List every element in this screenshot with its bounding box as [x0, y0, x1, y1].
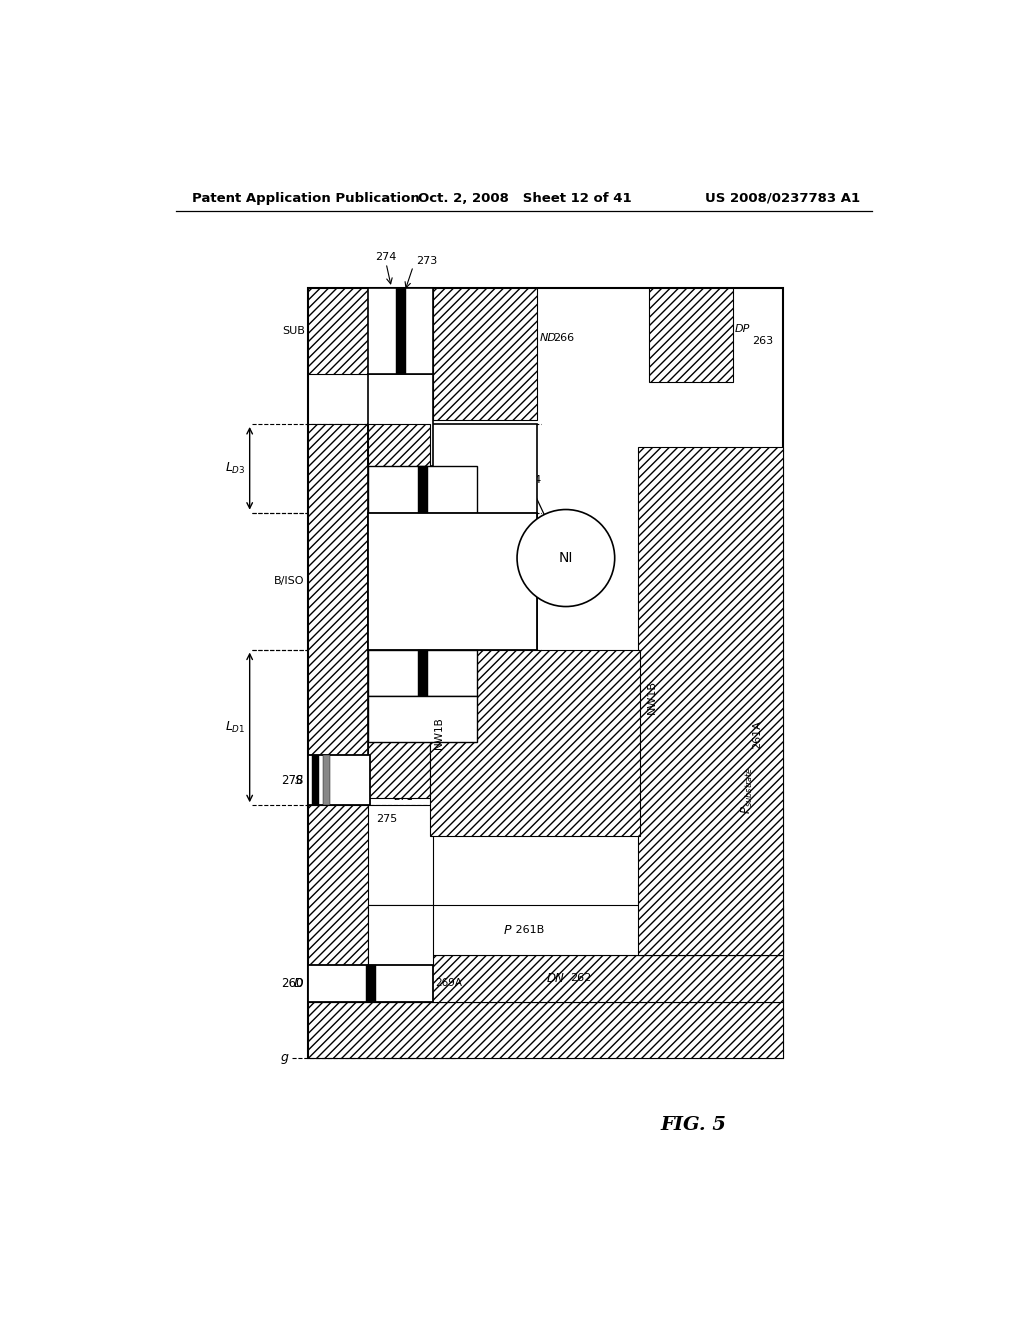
Text: FIG. 5: FIG. 5 — [660, 1115, 727, 1134]
Text: g: g — [281, 1051, 289, 1064]
Text: NW1B: NW1B — [647, 680, 657, 714]
Bar — [366, 965, 376, 1002]
Text: 263: 263 — [752, 335, 773, 346]
Text: 276: 276 — [372, 758, 392, 768]
Text: 273: 273 — [416, 256, 437, 265]
Text: 261A: 261A — [752, 719, 762, 748]
Text: S: S — [295, 774, 303, 787]
Bar — [324, 755, 331, 805]
Bar — [369, 288, 433, 374]
Text: 271: 271 — [393, 792, 413, 803]
Bar — [369, 424, 430, 797]
Bar — [308, 965, 433, 1002]
Bar — [308, 805, 369, 965]
Text: 264: 264 — [520, 475, 542, 486]
Text: 275: 275 — [376, 814, 397, 825]
Text: US 2008/0237783 A1: US 2008/0237783 A1 — [706, 191, 860, 205]
Text: NI: NI — [559, 550, 573, 565]
Bar — [308, 288, 369, 374]
Text: ND: ND — [540, 333, 556, 343]
Text: $L_{D3}$: $L_{D3}$ — [225, 461, 246, 477]
Text: Patent Application Publication: Patent Application Publication — [191, 191, 419, 205]
Bar — [418, 649, 428, 696]
Bar — [308, 1002, 783, 1057]
Text: 268: 268 — [339, 850, 360, 861]
Text: 269A: 269A — [435, 978, 463, 989]
Text: 260: 260 — [282, 977, 304, 990]
Bar — [649, 288, 732, 381]
Bar — [369, 512, 538, 649]
Text: N+: N+ — [372, 668, 388, 677]
Text: 265: 265 — [428, 574, 455, 589]
Text: NW1B: NW1B — [434, 718, 444, 750]
Bar — [308, 906, 783, 956]
Text: Oct. 2, 2008   Sheet 12 of 41: Oct. 2, 2008 Sheet 12 of 41 — [418, 191, 632, 205]
Text: 261B: 261B — [512, 925, 545, 936]
Bar — [308, 755, 370, 805]
Text: 262: 262 — [569, 973, 591, 983]
Circle shape — [517, 510, 614, 607]
Text: PD: PD — [322, 849, 339, 862]
Bar — [369, 466, 477, 512]
Bar — [308, 956, 783, 1002]
Bar — [369, 374, 433, 466]
Text: 266: 266 — [554, 333, 574, 343]
Text: 269B: 269B — [479, 709, 506, 719]
Text: 274: 274 — [376, 252, 396, 261]
Text: 267: 267 — [413, 758, 432, 768]
Bar — [396, 288, 407, 374]
Bar — [308, 805, 433, 906]
Bar — [369, 649, 477, 696]
Text: N+: N+ — [372, 484, 388, 495]
Text: B/ISO: B/ISO — [273, 576, 304, 586]
Text: $P_{substrate}$: $P_{substrate}$ — [740, 766, 756, 813]
Bar — [433, 288, 538, 420]
Text: NW1: NW1 — [499, 675, 523, 684]
Bar — [430, 649, 640, 836]
Text: 269C: 269C — [435, 326, 463, 335]
Bar — [308, 288, 783, 1057]
Text: 272: 272 — [372, 413, 396, 426]
Text: P+: P+ — [372, 714, 386, 723]
Bar — [312, 755, 319, 805]
Text: P+: P+ — [311, 978, 326, 989]
Bar — [369, 906, 433, 965]
Text: 270A: 270A — [479, 661, 506, 672]
Bar — [369, 424, 538, 797]
Text: P+: P+ — [372, 326, 386, 335]
Text: DP: DP — [735, 323, 751, 334]
Text: $L_{D1}$: $L_{D1}$ — [225, 719, 246, 735]
Text: D: D — [294, 977, 303, 990]
Text: SUB: SUB — [282, 326, 305, 335]
Text: P: P — [504, 924, 511, 937]
Text: DN: DN — [547, 972, 564, 985]
Bar — [638, 447, 783, 956]
Text: 278: 278 — [282, 774, 304, 787]
Bar — [418, 466, 428, 512]
Bar — [308, 424, 369, 956]
Bar — [369, 696, 477, 742]
Text: 270B: 270B — [479, 484, 506, 495]
